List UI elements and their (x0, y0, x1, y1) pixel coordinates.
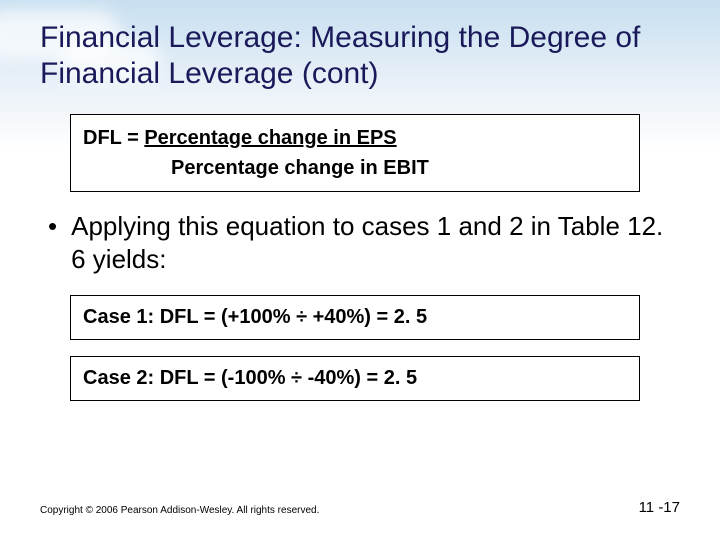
formula-denominator: Percentage change in EBIT (83, 153, 627, 183)
bullet-item: • Applying this equation to cases 1 and … (48, 210, 680, 275)
bullet-marker: • (48, 210, 57, 243)
slide-title: Financial Leverage: Measuring the Degree… (40, 20, 680, 92)
bullet-text: Applying this equation to cases 1 and 2 … (71, 210, 680, 275)
formula-box: DFL = Percentage change in EPS Percentag… (70, 114, 640, 192)
formula-numerator: Percentage change in EPS (144, 127, 396, 149)
case-2-box: Case 2: DFL = (-100% ÷ -40%) = 2. 5 (70, 356, 640, 401)
slide-container: Financial Leverage: Measuring the Degree… (0, 0, 720, 540)
copyright-text: Copyright © 2006 Pearson Addison-Wesley.… (40, 505, 319, 516)
page-number: 11 -17 (639, 499, 680, 516)
formula-line-1: DFL = Percentage change in EPS (83, 123, 627, 153)
footer: Copyright © 2006 Pearson Addison-Wesley.… (40, 499, 680, 516)
case-1-box: Case 1: DFL = (+100% ÷ +40%) = 2. 5 (70, 295, 640, 340)
formula-lhs: DFL = (83, 127, 144, 149)
